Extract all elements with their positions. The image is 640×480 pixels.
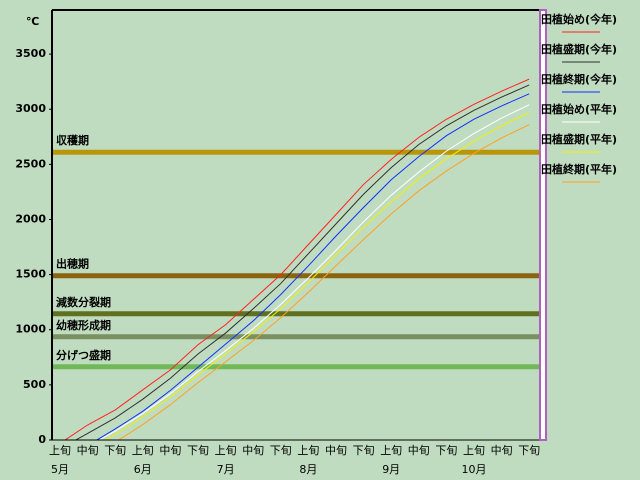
y-tick-label: 2000 [15,212,46,225]
x-tick-label: 下旬 [518,444,540,457]
legend-label: 田植始め(今年) [541,12,617,26]
x-tick-label: 上旬 [463,444,485,457]
right-bar [539,9,547,441]
series-line [117,124,530,440]
x-tick-label: 下旬 [270,444,292,457]
series-line [104,112,530,440]
x-tick-label: 下旬 [435,444,457,457]
stage-label: 幼穂形成期 [56,318,111,332]
month-label: 7月 [217,463,235,476]
y-tick-label: 3500 [15,47,46,60]
series-line [98,104,530,440]
y-unit: ℃ [26,15,39,28]
y-tick-label: 0 [38,433,46,446]
month-label: 6月 [134,463,152,476]
x-tick-label: 中旬 [242,444,264,457]
x-tick-label: 中旬 [325,444,347,457]
x-tick-label: 上旬 [380,444,402,457]
month-label: 9月 [382,463,400,476]
series-line [74,84,530,440]
legend-label: 田植盛期(平年) [541,132,617,146]
x-tick-label: 上旬 [215,444,237,457]
x-tick-label: 中旬 [77,444,99,457]
x-tick-label: 上旬 [132,444,154,457]
x-tick-label: 中旬 [491,444,513,457]
stage-label: 収穫期 [56,133,89,147]
y-tick-label: 2500 [15,157,46,170]
legend-label: 田植終期(平年) [541,162,617,176]
legend-label: 田植終期(今年) [541,72,617,86]
month-label: 10月 [462,463,487,476]
month-label: 8月 [299,463,317,476]
y-tick-label: 1000 [15,323,46,336]
stage-label: 分げつ盛期 [56,348,111,362]
series-line [64,78,530,440]
legend-label: 田植始め(平年) [541,102,617,116]
legend-label: 田植盛期(今年) [541,42,617,56]
stage-label: 減数分裂期 [56,295,111,309]
y-tick-label: 1500 [15,268,46,281]
series-line [95,93,530,440]
x-tick-label: 下旬 [353,444,375,457]
x-tick-label: 中旬 [159,444,181,457]
x-tick-label: 上旬 [49,444,71,457]
stage-label: 出穂期 [56,257,89,271]
plot-area [64,78,530,440]
x-tick-label: 下旬 [104,444,126,457]
x-tick-label: 下旬 [187,444,209,457]
x-tick-label: 上旬 [297,444,319,457]
y-tick-label: 3000 [15,102,46,115]
x-tick-label: 中旬 [408,444,430,457]
month-label: 5月 [51,463,69,476]
y-tick-label: 500 [23,378,46,391]
